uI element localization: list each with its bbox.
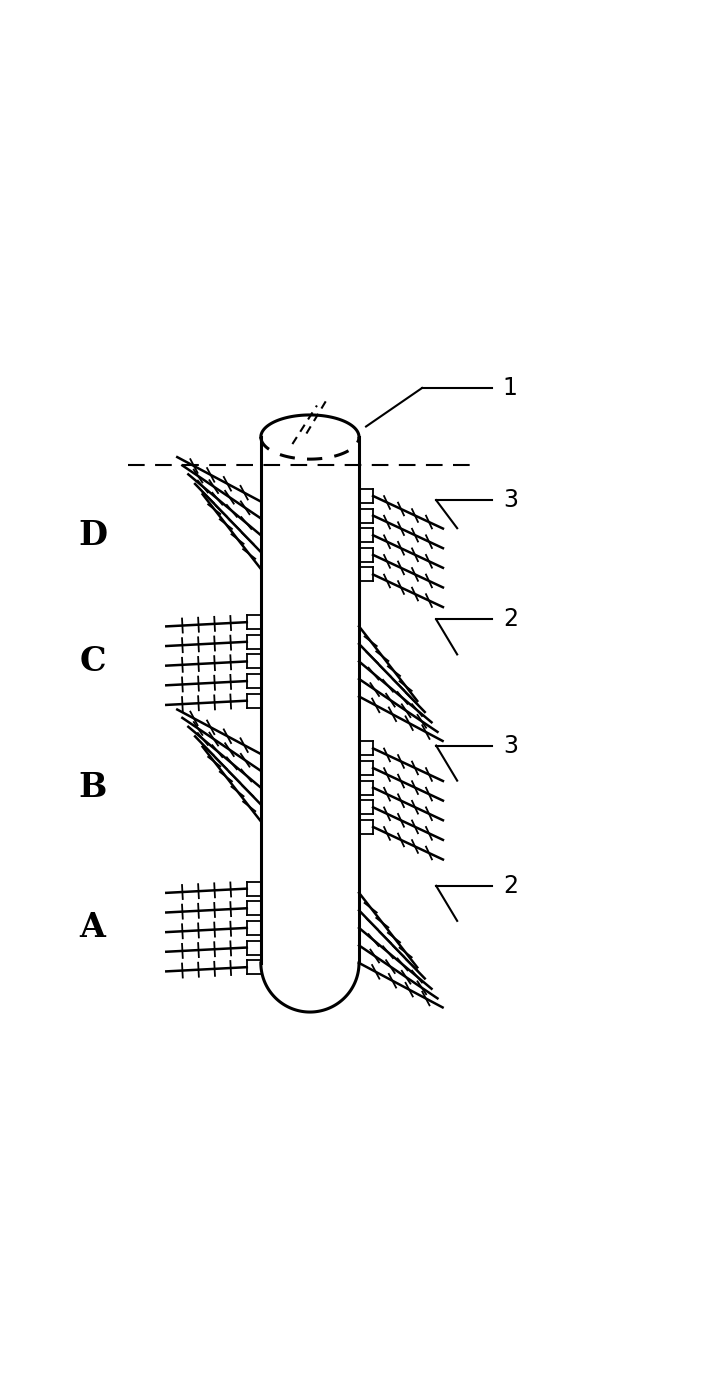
- Text: C: C: [80, 645, 106, 678]
- Text: 2: 2: [503, 608, 517, 631]
- Text: D: D: [78, 519, 107, 552]
- Text: 2: 2: [503, 874, 517, 897]
- Text: 1: 1: [503, 377, 517, 400]
- Text: A: A: [80, 911, 106, 945]
- Text: 3: 3: [503, 489, 517, 512]
- Text: 3: 3: [503, 734, 517, 757]
- Text: B: B: [78, 771, 107, 804]
